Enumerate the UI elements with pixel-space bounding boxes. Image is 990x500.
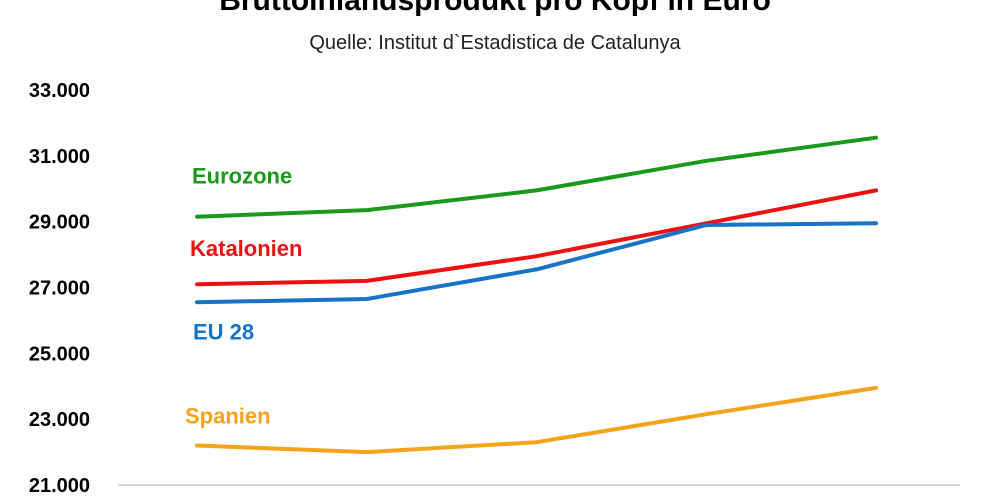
series-label-katalonien: Katalonien: [190, 236, 302, 261]
y-tick-label: 25.000: [29, 343, 90, 365]
y-tick-label: 31.000: [29, 146, 90, 168]
series-line-eu-28: [195, 221, 878, 305]
y-tick-label: 33.000: [29, 80, 90, 102]
y-tick-label: 21.000: [29, 475, 90, 497]
series-line-spanien: [195, 385, 878, 455]
chart-subtitle: Quelle: Institut d`Estadistica de Catalu…: [309, 32, 681, 54]
chart-title: Bruttoinlandsprodukt pro Kopf in Euro: [219, 0, 771, 17]
y-tick-label: 23.000: [29, 409, 90, 431]
series-line-eurozone: [195, 135, 878, 219]
series-label-eu-28: EU 28: [193, 319, 254, 344]
y-tick-label: 29.000: [29, 212, 90, 234]
series-label-eurozone: Eurozone: [192, 164, 292, 189]
y-tick-label: 27.000: [29, 278, 90, 300]
series-label-spanien: Spanien: [185, 404, 271, 429]
series-line-katalonien: [195, 188, 878, 287]
